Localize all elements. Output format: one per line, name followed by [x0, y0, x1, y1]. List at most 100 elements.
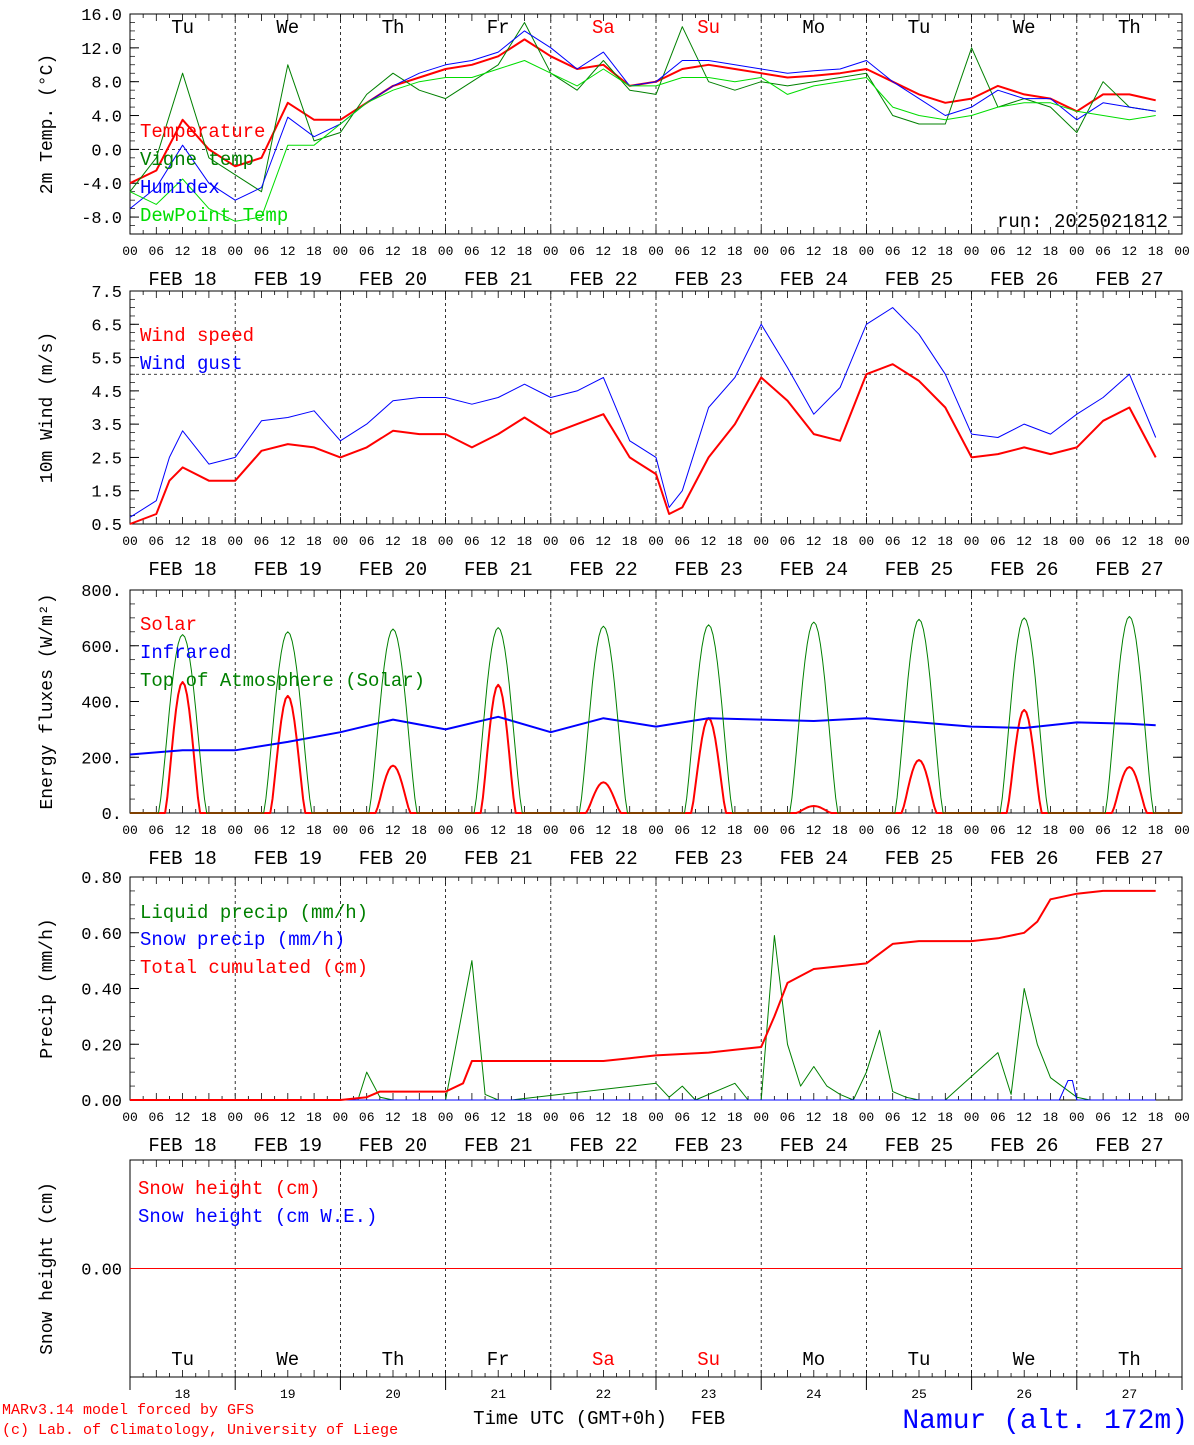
- x-tick-label: 00: [964, 534, 980, 549]
- day-abbr-label: We: [276, 1349, 299, 1371]
- day-abbr-label: Mo: [802, 1349, 825, 1371]
- x-tick-label: 00: [333, 244, 349, 259]
- x-tick-label: 12: [806, 534, 822, 549]
- x-tick-label: 06: [990, 823, 1006, 838]
- x-tick-label: 06: [254, 534, 270, 549]
- day-abbr-label: Th: [382, 17, 405, 39]
- x-date-label: FEB 18: [148, 269, 216, 291]
- x-tick-label: 00: [1069, 1110, 1085, 1125]
- x-tick-label: 18: [1043, 1110, 1059, 1125]
- x-tick-label: 06: [359, 244, 375, 259]
- x-date-label: FEB 23: [674, 269, 742, 291]
- y-tick-label: 16.0: [81, 7, 122, 26]
- day-abbr-label: Tu: [908, 17, 931, 39]
- x-tick-label: 12: [385, 823, 401, 838]
- x-tick-label: 06: [464, 244, 480, 259]
- x-tick-label: 18: [1148, 244, 1164, 259]
- y-tick-label: 0.60: [81, 926, 122, 945]
- legend-entry: Total cumulated (cm): [140, 957, 368, 979]
- x-tick-label: 12: [596, 1110, 612, 1125]
- x-date-label: FEB 27: [1095, 559, 1163, 581]
- x-tick-label: 12: [701, 244, 717, 259]
- x-tick-label: 12: [280, 534, 296, 549]
- x-tick-label: 06: [254, 823, 270, 838]
- series-line-wind-speed: [129, 363, 1157, 525]
- x-tick-label: 18: [937, 534, 953, 549]
- x-tick-label: 18: [727, 1110, 743, 1125]
- x-tick-label: 12: [1016, 1110, 1032, 1125]
- x-tick-label: 12: [490, 823, 506, 838]
- x-tick-label: 06: [990, 534, 1006, 549]
- x-tick-label: 06: [780, 1110, 796, 1125]
- x-date-label: FEB 26: [990, 559, 1058, 581]
- day-number-label: 25: [911, 1387, 927, 1402]
- x-tick-label: 00: [543, 244, 559, 259]
- x-date-label: FEB 24: [780, 269, 848, 291]
- series-line-dewpoint-temp: [129, 60, 1156, 222]
- x-tick-label: 18: [937, 823, 953, 838]
- x-date-label: FEB 24: [780, 848, 848, 870]
- x-date-label: FEB 18: [148, 559, 216, 581]
- day-abbr-label: Tu: [171, 17, 194, 39]
- x-tick-label: 18: [306, 823, 322, 838]
- x-tick-label: 00: [438, 1110, 454, 1125]
- y-tick-label: 1.5: [91, 484, 122, 503]
- x-tick-label: 06: [569, 534, 585, 549]
- series-line-temperature: [129, 38, 1156, 185]
- day-abbr-label: Tu: [171, 1349, 194, 1371]
- x-date-label: FEB 20: [359, 269, 427, 291]
- legend-entry: Vigne temp: [140, 149, 254, 171]
- x-tick-label: 06: [1095, 1110, 1111, 1125]
- day-abbr-label: We: [276, 17, 299, 39]
- x-axis-month: FEB: [691, 1408, 725, 1430]
- x-tick-label: 06: [674, 244, 690, 259]
- legend-entry: Infrared: [140, 642, 231, 664]
- x-date-label: FEB 25: [885, 269, 953, 291]
- day-number-label: 18: [175, 1387, 191, 1402]
- x-tick-label: 00: [438, 534, 454, 549]
- y-tick-label: 800.: [81, 583, 122, 602]
- x-tick-label: 00: [227, 244, 243, 259]
- x-tick-label: 12: [1122, 534, 1138, 549]
- x-tick-label: 06: [780, 534, 796, 549]
- x-tick-label: 06: [990, 1110, 1006, 1125]
- y-tick-label: 7.5: [91, 284, 122, 303]
- x-date-label: FEB 22: [569, 848, 637, 870]
- legend-entry: Solar: [140, 614, 197, 636]
- x-date-label: FEB 19: [254, 1135, 322, 1157]
- x-tick-label: 18: [411, 244, 427, 259]
- x-date-label: FEB 25: [885, 848, 953, 870]
- x-tick-label: 18: [937, 1110, 953, 1125]
- x-tick-label: 00: [753, 1110, 769, 1125]
- x-axis-hour-ticks: 00 06 12 18 00 06 12 18 00 06 12 18 00 06 12 18 00 06 12 18…: [122, 244, 1190, 291]
- x-tick-label: 06: [885, 823, 901, 838]
- x-tick-label: 12: [490, 1110, 506, 1125]
- x-tick-label: 00: [859, 1110, 875, 1125]
- x-tick-label: 12: [911, 244, 927, 259]
- x-tick-label: 00: [648, 534, 664, 549]
- x-axis-hour-ticks: 00 06 12 18 00 06 12 18 00 06 12 18 00 06 12 18 00 06 12 18…: [122, 1110, 1190, 1157]
- x-tick-label: 06: [885, 1110, 901, 1125]
- x-tick-label: 06: [359, 1110, 375, 1125]
- y-axis-label: Energy fluxes (W/m²): [38, 593, 58, 809]
- y-axis-label: Precip (mm/h): [38, 918, 58, 1058]
- day-number-label: 21: [490, 1387, 506, 1402]
- y-tick-label: 5.5: [91, 351, 122, 370]
- x-tick-label: 12: [806, 1110, 822, 1125]
- x-tick-label: 12: [1122, 244, 1138, 259]
- x-tick-label: 12: [175, 823, 191, 838]
- series-line-wind-gust: [129, 307, 1157, 518]
- y-tick-label: 0.: [102, 806, 122, 825]
- credit-line: (c) Lab. of Climatology, University of L…: [2, 1422, 398, 1439]
- x-tick-label: 12: [911, 534, 927, 549]
- x-tick-label: 18: [1148, 823, 1164, 838]
- x-tick-label: 12: [490, 534, 506, 549]
- x-tick-label: 12: [1122, 1110, 1138, 1125]
- day-abbr-label: Su: [697, 17, 720, 39]
- y-axis-label: 2m Temp. (°C): [38, 54, 58, 194]
- x-tick-label: 06: [359, 534, 375, 549]
- x-tick-label: 18: [517, 1110, 533, 1125]
- x-tick-label: 06: [674, 823, 690, 838]
- x-tick-label: 18: [517, 823, 533, 838]
- x-tick-label: 06: [148, 534, 164, 549]
